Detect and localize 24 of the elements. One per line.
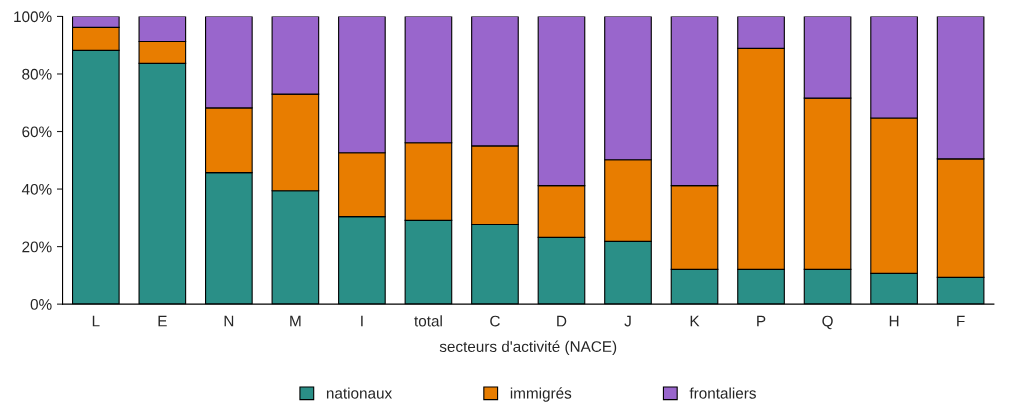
x-tick-label: D bbox=[557, 315, 567, 327]
x-tick-label: E bbox=[158, 315, 167, 327]
y-tick-label: 80% bbox=[22, 68, 52, 80]
y-tick-label: 20% bbox=[22, 241, 52, 253]
x-tick-label: N bbox=[224, 315, 234, 327]
x-tick-label: P bbox=[757, 315, 766, 327]
x-tick-label: H bbox=[889, 315, 899, 327]
y-tick-label: 0% bbox=[30, 299, 52, 310]
y-tick-label: 60% bbox=[22, 126, 52, 138]
x-tick-label: Q bbox=[822, 315, 833, 330]
x-axis-title: secteurs d'activité (NACE) bbox=[439, 340, 617, 356]
x-tick-label: L bbox=[92, 315, 100, 327]
x-tick-label: I bbox=[361, 315, 363, 327]
x-tick-label: M bbox=[290, 315, 301, 327]
x-tick-label: C bbox=[490, 315, 500, 327]
legend-label: immigrés bbox=[510, 387, 572, 402]
x-tick-label: total bbox=[414, 315, 442, 327]
legend-label: nationaux bbox=[326, 387, 393, 399]
y-tick-label: 100% bbox=[14, 11, 52, 23]
y-tick-label: 40% bbox=[21, 183, 52, 195]
x-tick-label: J bbox=[624, 315, 631, 327]
x-tick-label: K bbox=[690, 315, 700, 327]
x-tick-label: F bbox=[957, 315, 965, 327]
legend-label: frontaliers bbox=[689, 387, 756, 399]
